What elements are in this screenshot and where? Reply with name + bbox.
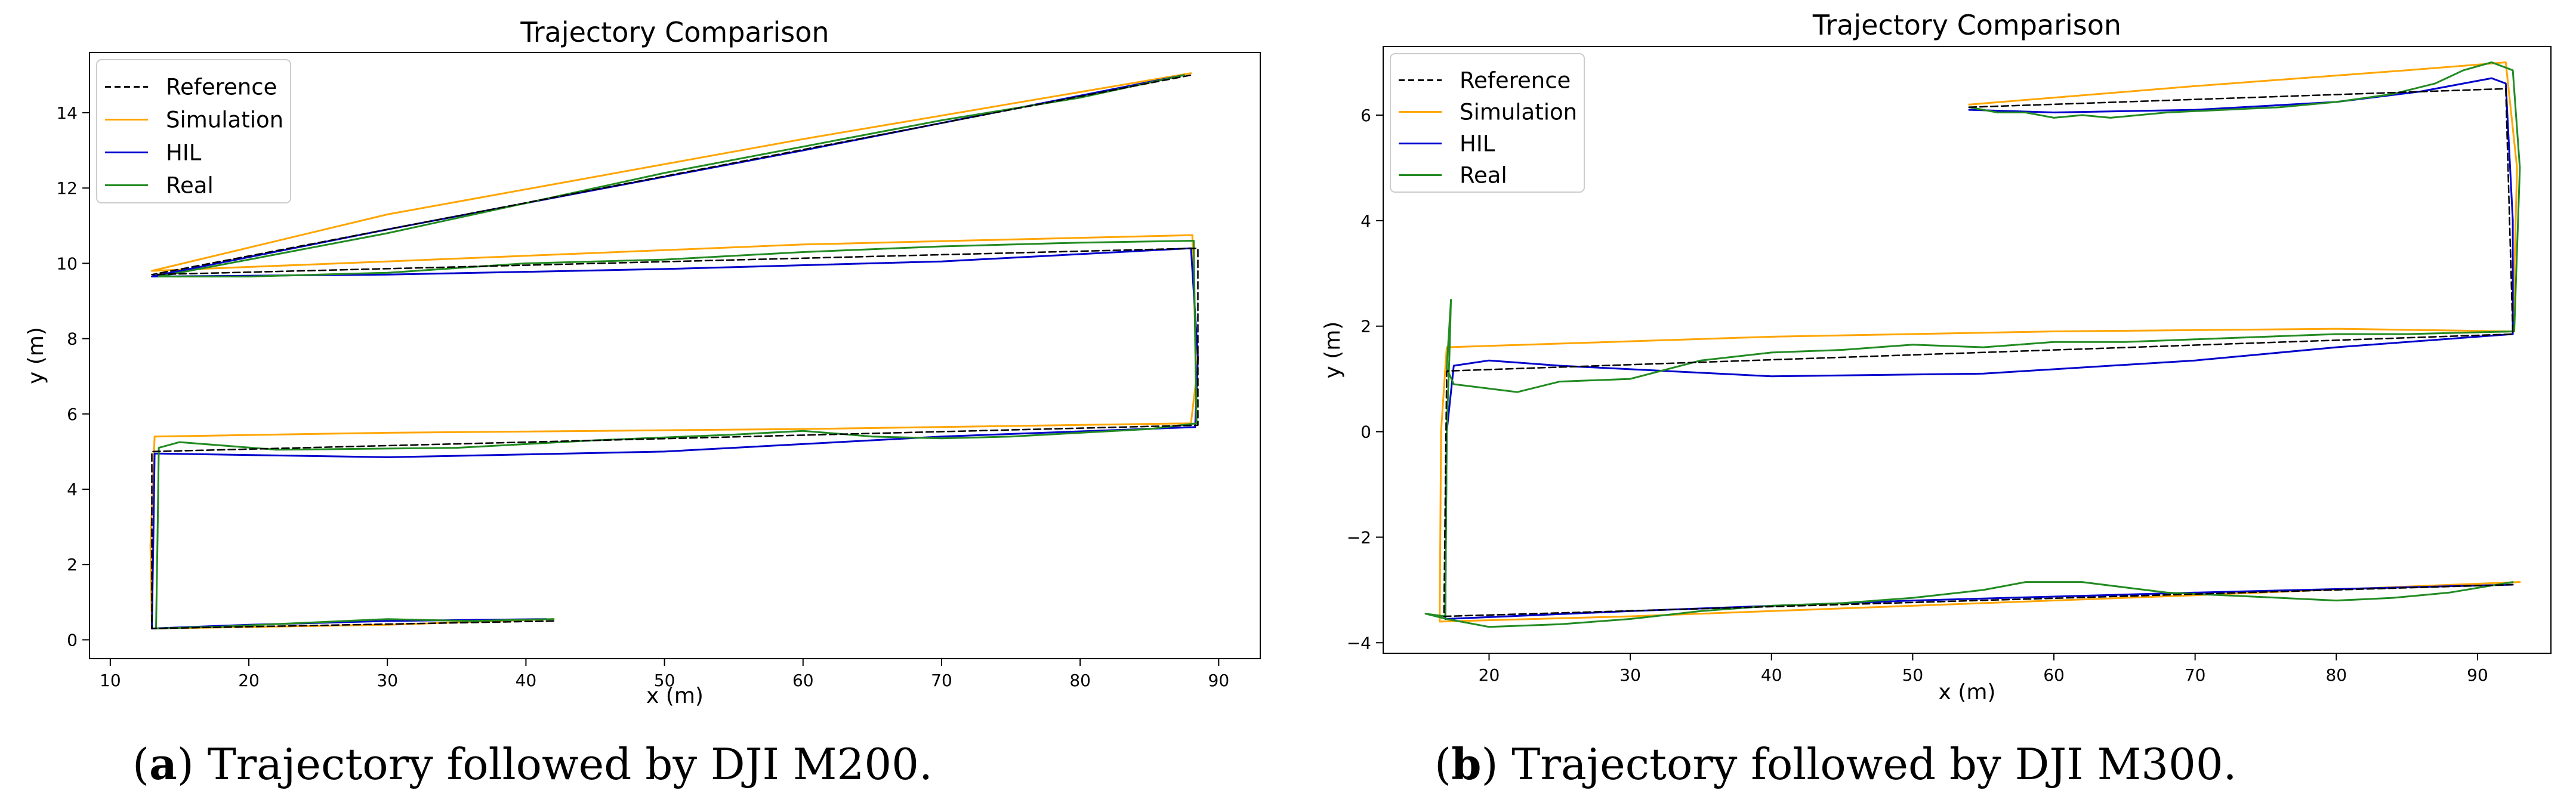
series-line-reference xyxy=(1443,88,2514,617)
caption-a: (a) Trajectory followed by DJI M200. xyxy=(132,739,933,789)
series-group xyxy=(149,72,1199,629)
x-tick-label: 30 xyxy=(377,671,398,690)
chart-a: 10 20 30 40 50 60 70 80 90 0 2 4 6 8 10 12 14 Trajectory … xyxy=(24,16,1261,708)
caption-b: (b) Trajectory followed by DJI M300. xyxy=(1434,739,2237,789)
series-group xyxy=(1424,61,2521,628)
caption-a-letter: a xyxy=(149,739,177,789)
x-tick-label: 60 xyxy=(792,671,814,690)
x-tick-label: 60 xyxy=(2043,665,2065,685)
axes-frame xyxy=(1383,46,2552,654)
series-line-simulation xyxy=(1439,61,2521,623)
series-line-hil xyxy=(151,74,1199,629)
y-tick-label: 0 xyxy=(67,630,78,650)
y-tick-label: 2 xyxy=(67,555,78,575)
x-axis-label: x (m) xyxy=(646,684,704,708)
y-tick-label: 6 xyxy=(1361,106,1371,125)
legend-box xyxy=(1390,53,1585,193)
x-tick-label: 90 xyxy=(2467,665,2488,685)
y-tick-label: −2 xyxy=(1347,527,1371,547)
legend-label-reference: Reference xyxy=(166,75,277,100)
caption-b-text: Trajectory followed by DJI M300. xyxy=(1511,739,2237,789)
y-tick-label: 0 xyxy=(1361,422,1371,442)
y-tick-label: 2 xyxy=(1361,317,1371,336)
x-axis-label: x (m) xyxy=(1939,680,1996,705)
y-tick-label: −4 xyxy=(1347,633,1371,653)
y-tick-label: 14 xyxy=(56,103,78,123)
y-axis-label: y (m) xyxy=(24,327,48,384)
x-tick-label: 70 xyxy=(931,671,952,690)
x-tick-label: 90 xyxy=(1208,671,1230,690)
y-tick-label: 4 xyxy=(1361,211,1371,231)
x-tick-label: 10 xyxy=(100,671,121,690)
x-tick-label: 80 xyxy=(2325,665,2347,685)
series-line-real xyxy=(1424,61,2521,628)
legend-label-hil: HIL xyxy=(166,140,202,166)
x-tick-label: 70 xyxy=(2185,665,2206,685)
x-tick-label: 40 xyxy=(516,671,537,690)
y-tick-label: 12 xyxy=(56,178,78,198)
x-tick-label: 50 xyxy=(1902,665,1924,685)
series-line-simulation xyxy=(149,72,1198,629)
legend-label-hil: HIL xyxy=(1460,131,1495,157)
x-tick-label: 50 xyxy=(654,671,675,690)
legend-label-reference: Reference xyxy=(1460,68,1571,94)
x-tick-label: 20 xyxy=(238,671,260,690)
y-tick-label: 6 xyxy=(67,404,78,424)
x-tick-label: 30 xyxy=(1619,665,1641,685)
series-line-reference xyxy=(151,74,1199,629)
x-tick-label: 80 xyxy=(1069,671,1091,690)
series-line-hil xyxy=(1444,77,2514,620)
legend: Reference Simulation HIL Real xyxy=(96,59,291,203)
series-line-real xyxy=(155,74,1198,629)
y-tick-label: 8 xyxy=(67,329,78,349)
caption-b-letter: b xyxy=(1451,739,1482,789)
chart-title: Trajectory Comparison xyxy=(520,16,829,48)
caption-a-text: Trajectory followed by DJI M200. xyxy=(207,739,933,789)
legend: Reference Simulation HIL Real xyxy=(1390,53,1585,193)
legend-label-simulation: Simulation xyxy=(166,107,283,133)
legend-label-real: Real xyxy=(1460,163,1507,189)
legend-box xyxy=(96,59,291,203)
x-tick-label: 20 xyxy=(1479,665,1500,685)
y-tick-label: 4 xyxy=(67,480,78,499)
y-tick-label: 10 xyxy=(56,254,78,273)
y-axis-label: y (m) xyxy=(1321,322,1345,379)
axes-frame xyxy=(89,52,1261,659)
legend-label-simulation: Simulation xyxy=(1460,100,1577,125)
x-tick-label: 40 xyxy=(1761,665,1782,685)
chart-b: 20 30 40 50 60 70 80 90 −4 −2 0 2 4 6 Trajectory Compa… xyxy=(1321,9,2552,705)
legend-label-real: Real xyxy=(166,173,214,199)
chart-title: Trajectory Comparison xyxy=(1812,9,2121,41)
